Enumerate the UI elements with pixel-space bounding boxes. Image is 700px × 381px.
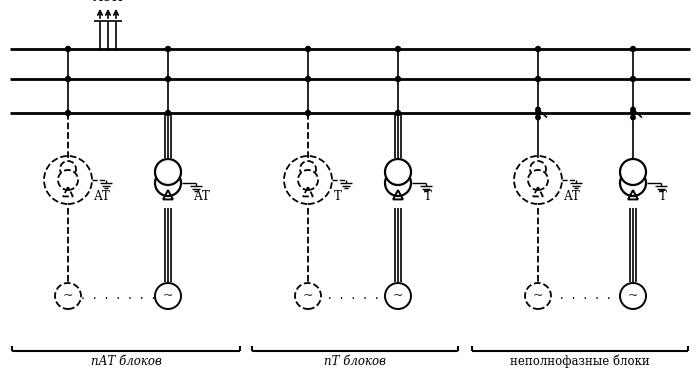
Circle shape: [631, 107, 635, 112]
Circle shape: [155, 283, 181, 309]
Circle shape: [620, 170, 646, 196]
Text: Т: Т: [334, 189, 342, 202]
Circle shape: [536, 115, 540, 120]
Circle shape: [155, 170, 181, 196]
Circle shape: [536, 107, 540, 112]
Circle shape: [295, 283, 321, 309]
Text: . . . . . . .: . . . . . . .: [315, 291, 391, 301]
Text: ~: ~: [302, 290, 314, 303]
Circle shape: [58, 170, 78, 190]
Circle shape: [530, 161, 546, 177]
Circle shape: [305, 46, 311, 51]
Text: Т: Т: [659, 189, 667, 202]
Circle shape: [305, 110, 311, 115]
Text: . . . . . . .: . . . . . . .: [80, 291, 156, 301]
Text: nАТ блоков: nАТ блоков: [90, 355, 162, 368]
Circle shape: [165, 46, 171, 51]
Circle shape: [620, 283, 646, 309]
Circle shape: [631, 77, 636, 82]
Circle shape: [66, 77, 71, 82]
Circle shape: [165, 110, 171, 115]
Text: . . . . . . .: . . . . . . .: [547, 291, 624, 301]
Circle shape: [66, 110, 71, 115]
Text: ~: ~: [162, 290, 174, 303]
Circle shape: [528, 170, 548, 190]
Circle shape: [305, 77, 311, 82]
Circle shape: [55, 283, 81, 309]
Circle shape: [66, 46, 71, 51]
Circle shape: [395, 77, 400, 82]
Circle shape: [536, 77, 540, 82]
Circle shape: [298, 170, 318, 190]
Circle shape: [385, 159, 411, 185]
Circle shape: [631, 110, 636, 115]
Text: АТ: АТ: [564, 189, 581, 202]
Circle shape: [395, 46, 400, 51]
Circle shape: [385, 283, 411, 309]
Text: Т: Т: [424, 189, 432, 202]
Circle shape: [395, 110, 400, 115]
Text: АТ: АТ: [194, 189, 211, 202]
Circle shape: [620, 159, 646, 185]
Circle shape: [165, 77, 171, 82]
Circle shape: [300, 161, 316, 177]
Circle shape: [631, 46, 636, 51]
Text: ~: ~: [63, 290, 74, 303]
Text: ЛЭП: ЛЭП: [92, 0, 123, 4]
Text: АТ: АТ: [94, 189, 111, 202]
Circle shape: [631, 115, 635, 120]
Circle shape: [155, 159, 181, 185]
Text: nТ блоков: nТ блоков: [324, 355, 386, 368]
Circle shape: [385, 170, 411, 196]
Text: неполнофазные блоки: неполнофазные блоки: [510, 355, 650, 368]
Circle shape: [536, 46, 540, 51]
Circle shape: [536, 110, 540, 115]
Text: ~: ~: [628, 290, 638, 303]
Circle shape: [525, 283, 551, 309]
Text: ~: ~: [533, 290, 543, 303]
Circle shape: [60, 161, 76, 177]
Text: ~: ~: [393, 290, 403, 303]
